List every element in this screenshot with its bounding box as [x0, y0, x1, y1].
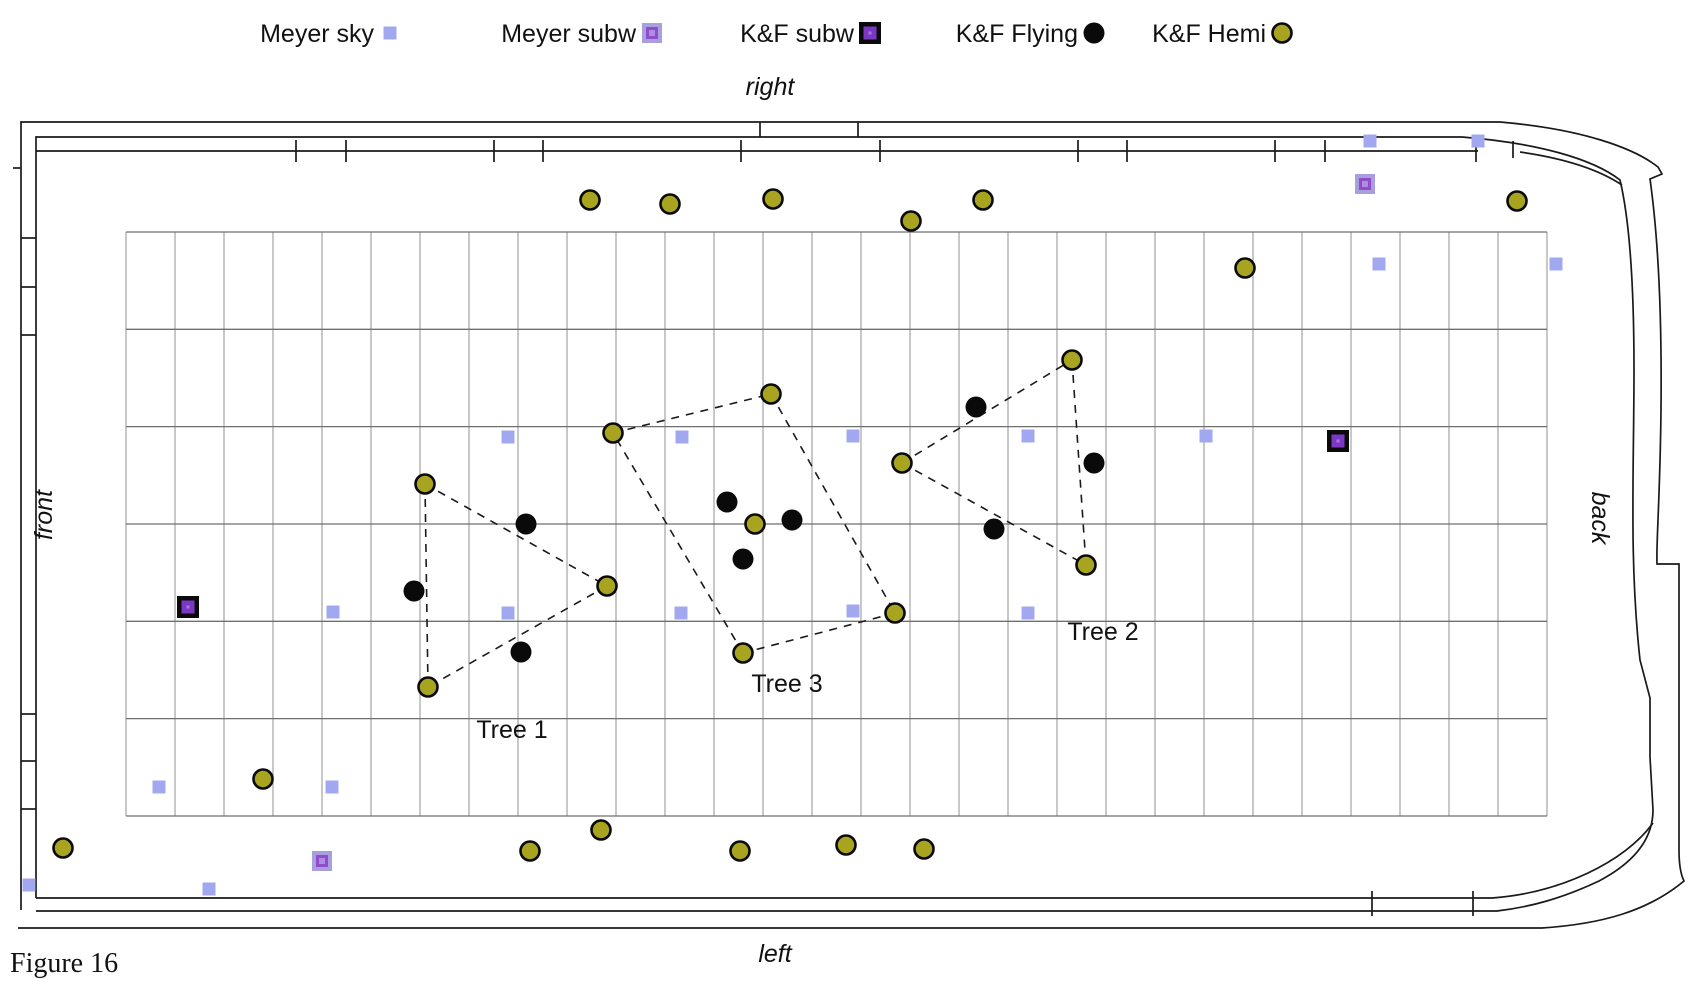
legend-label: K&F Flying — [956, 20, 1078, 48]
orientation-label-bottom: left — [758, 940, 792, 968]
marker-kf_hemi — [590, 819, 612, 841]
tree-edge — [424, 483, 608, 587]
marker-kf_hemi — [900, 210, 922, 232]
marker-kf_flying — [781, 509, 803, 531]
wall-path — [35, 136, 1654, 912]
marker-kf_hemi — [1271, 22, 1293, 44]
marker-kf_hemi — [417, 676, 439, 698]
marker-kf_hemi — [744, 513, 766, 535]
marker-meyer_sky — [846, 429, 860, 443]
orientation-label-left: front — [30, 489, 58, 540]
marker-meyer_sky — [1471, 134, 1485, 148]
tree-edge — [770, 393, 896, 614]
grid — [125, 231, 1548, 817]
marker-kf_hemi — [1075, 554, 1097, 576]
marker-kf_hemi — [1234, 257, 1256, 279]
tree-label: Tree 2 — [1067, 618, 1138, 646]
marker-kf_hemi — [760, 383, 782, 405]
marker-meyer_sky — [202, 882, 216, 896]
marker-meyer_sky — [1199, 429, 1213, 443]
orientation-label-right: back — [1586, 492, 1614, 546]
marker-meyer_sky — [1363, 134, 1377, 148]
tree-edge — [427, 585, 608, 688]
orientation-label-top: right — [746, 73, 796, 101]
labels: right left front back Figure 16 Tree 1 Tr… — [10, 73, 1614, 979]
marker-meyer_sky — [1372, 257, 1386, 271]
marker-kf_flying — [965, 396, 987, 418]
marker-kf_hemi — [596, 575, 618, 597]
tree-edge — [1071, 359, 1087, 566]
marker-kf_hemi — [602, 422, 624, 444]
marker-kf_hemi — [414, 473, 436, 495]
marker-meyer_subw — [312, 851, 332, 871]
tree-edge — [612, 432, 744, 654]
tree-edges — [424, 359, 1087, 688]
tree-edge — [424, 483, 429, 688]
room-outline — [13, 121, 1686, 929]
marker-meyer_sky — [325, 780, 339, 794]
marker-meyer_sky — [846, 604, 860, 618]
marker-kf_hemi — [884, 602, 906, 624]
tree-label: Tree 3 — [751, 670, 822, 698]
marker-meyer_sky — [326, 605, 340, 619]
marker-meyer_sky — [501, 606, 515, 620]
tree-edge — [901, 462, 1087, 566]
marker-kf_hemi — [729, 840, 751, 862]
marker-meyer_sky — [1021, 606, 1035, 620]
marker-kf_hemi — [579, 189, 601, 211]
marker-kf_hemi — [252, 768, 274, 790]
wall-path — [18, 121, 1686, 929]
marker-kf_hemi — [913, 838, 935, 860]
legend-label: Meyer subw — [501, 20, 637, 48]
marker-kf_hemi — [835, 834, 857, 856]
tree-label: Tree 1 — [476, 716, 547, 744]
legend-label: K&F subw — [740, 20, 855, 48]
marker-meyer_sky — [383, 26, 397, 40]
marker-kf_hemi — [1061, 349, 1083, 371]
marker-kf_hemi — [519, 840, 541, 862]
marker-kf_flying — [515, 513, 537, 535]
marker-meyer_subw — [1355, 174, 1375, 194]
tree-edge — [901, 359, 1073, 464]
marker-kf_hemi — [891, 452, 913, 474]
figure-caption: Figure 16 — [10, 948, 118, 979]
marker-kf_subw — [1327, 430, 1349, 452]
marker-kf_subw — [859, 22, 881, 44]
marker-kf_flying — [403, 580, 425, 602]
wall-path — [36, 822, 1654, 899]
marker-meyer_sky — [675, 430, 689, 444]
marker-meyer_sky — [1549, 257, 1563, 271]
marker-kf_hemi — [732, 642, 754, 664]
marker-kf_hemi — [1506, 190, 1528, 212]
marker-kf_flying — [510, 641, 532, 663]
marker-kf_flying — [732, 548, 754, 570]
marker-kf_hemi — [659, 193, 681, 215]
marker-meyer_sky — [1021, 429, 1035, 443]
marker-kf_flying — [1083, 452, 1105, 474]
marker-meyer_sky — [152, 780, 166, 794]
tree-edge — [612, 393, 772, 434]
marker-kf_hemi — [972, 189, 994, 211]
marker-kf_hemi — [52, 837, 74, 859]
marker-kf_flying — [1083, 22, 1105, 44]
marker-kf_flying — [983, 518, 1005, 540]
marker-meyer_subw — [642, 23, 662, 43]
marker-kf_subw — [177, 596, 199, 618]
marker-kf_hemi — [762, 188, 784, 210]
wall-path — [1519, 151, 1623, 186]
legend-label: Meyer sky — [260, 20, 374, 48]
legend-label: K&F Hemi — [1152, 20, 1266, 48]
marker-meyer_sky — [501, 430, 515, 444]
marker-kf_flying — [716, 491, 738, 513]
speaker-markers — [22, 134, 1563, 896]
marker-meyer_sky — [22, 878, 36, 892]
tree-edge — [742, 612, 896, 654]
legend: Meyer sky Meyer subw K&F subw K&F Flying K&F… — [260, 20, 1293, 48]
marker-meyer_sky — [674, 606, 688, 620]
